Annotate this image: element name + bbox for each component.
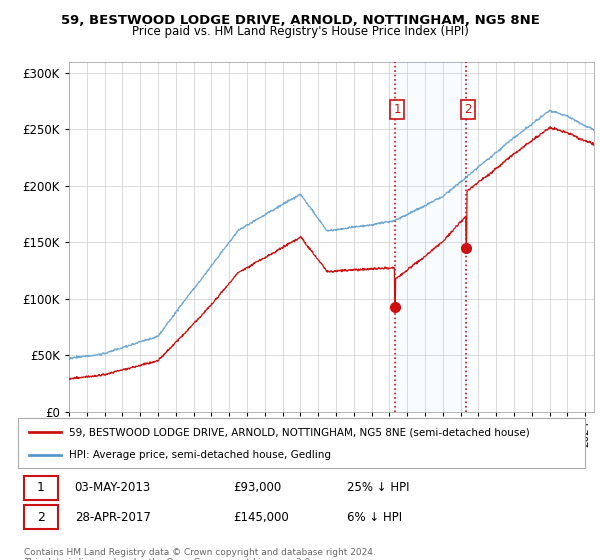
Bar [23, 505, 58, 529]
Text: Price paid vs. HM Land Registry's House Price Index (HPI): Price paid vs. HM Land Registry's House … [131, 25, 469, 38]
Text: 2: 2 [37, 511, 44, 524]
Bar [23, 475, 58, 500]
Text: 1: 1 [394, 103, 401, 116]
Text: 03-MAY-2013: 03-MAY-2013 [75, 481, 151, 494]
Text: Contains HM Land Registry data © Crown copyright and database right 2024.
This d: Contains HM Land Registry data © Crown c… [24, 548, 376, 560]
Text: 28-APR-2017: 28-APR-2017 [75, 511, 151, 524]
Text: 59, BESTWOOD LODGE DRIVE, ARNOLD, NOTTINGHAM, NG5 8NE: 59, BESTWOOD LODGE DRIVE, ARNOLD, NOTTIN… [61, 14, 539, 27]
Text: 1: 1 [37, 481, 44, 494]
Text: HPI: Average price, semi-detached house, Gedling: HPI: Average price, semi-detached house,… [69, 450, 331, 460]
Text: 2: 2 [464, 103, 472, 116]
Text: 25% ↓ HPI: 25% ↓ HPI [347, 481, 409, 494]
Text: £145,000: £145,000 [233, 511, 289, 524]
Text: 6% ↓ HPI: 6% ↓ HPI [347, 511, 402, 524]
Bar [395, 62, 466, 412]
Text: £93,000: £93,000 [233, 481, 282, 494]
Text: 59, BESTWOOD LODGE DRIVE, ARNOLD, NOTTINGHAM, NG5 8NE (semi-detached house): 59, BESTWOOD LODGE DRIVE, ARNOLD, NOTTIN… [69, 427, 530, 437]
